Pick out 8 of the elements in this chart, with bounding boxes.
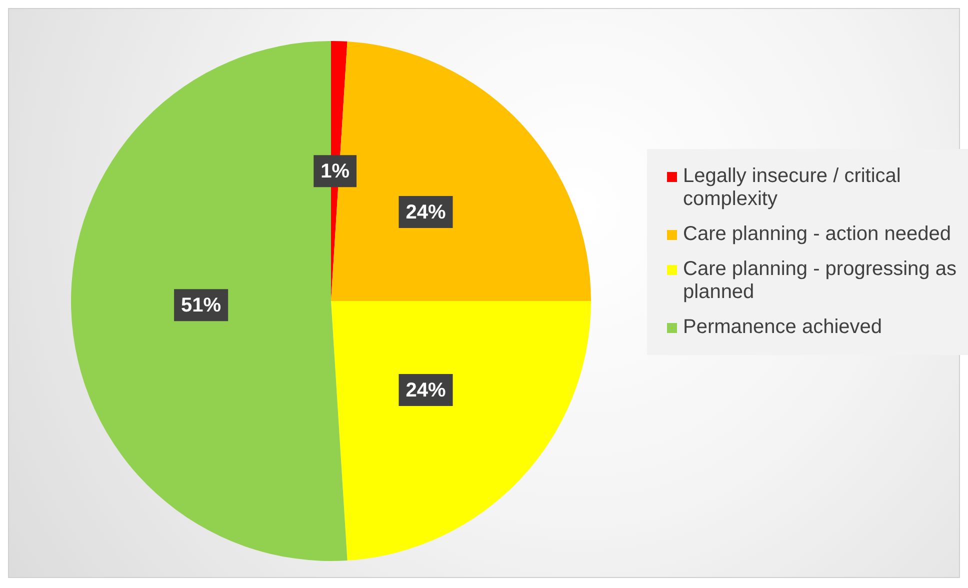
- data-label: 24%: [406, 380, 446, 402]
- data-label: 24%: [406, 202, 446, 224]
- legend-label: Care planning - progressing as planned: [683, 258, 958, 304]
- legend-label: Care planning - action needed: [683, 223, 951, 246]
- data-label: 51%: [181, 294, 222, 317]
- legend-label: Permanence achieved: [683, 316, 882, 339]
- data-label: 1%: [320, 160, 350, 183]
- legend-label: Legally insecure / critical complexity: [683, 165, 902, 211]
